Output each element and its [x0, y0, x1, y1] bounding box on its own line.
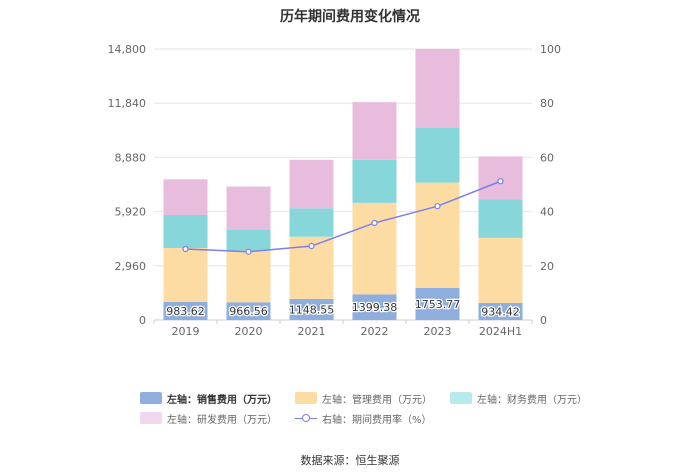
- bar-segment-rd: [163, 179, 208, 216]
- data-label-sales: 966.56: [229, 305, 268, 318]
- bar-segment-sales: [478, 302, 523, 320]
- legend-swatch-admin: [295, 392, 317, 404]
- legend-item-rd[interactable]: 左轴：研发费用（万元）: [140, 411, 277, 426]
- data-label-sales: 983.62: [166, 305, 205, 318]
- rate-point: [308, 242, 315, 250]
- bar-segment-rd: [289, 159, 334, 209]
- right-axis-tick-label: 80: [540, 97, 554, 110]
- legend-swatch-rd: [140, 412, 162, 424]
- legend-label-finance: 左轴：财务费用（万元）: [477, 394, 587, 406]
- bar-segment-finance: [415, 127, 460, 183]
- legend-label-admin: 左轴：管理费用（万元）: [322, 394, 432, 406]
- right-axis-tick-label: 40: [540, 206, 554, 219]
- chart-title: 历年期间费用变化情况: [280, 9, 420, 25]
- data-label-sales: 1753.77: [415, 298, 461, 311]
- left-axis-tick-label: 14,800: [108, 43, 147, 56]
- left-axis-tick-label: 0: [139, 314, 146, 327]
- x-axis-tick-label: 2020: [235, 325, 263, 338]
- rate-point: [182, 245, 189, 253]
- right-axis-tick-label: 100: [540, 43, 561, 56]
- legend: 左轴：销售费用（万元） 左轴：管理费用（万元） 左轴：财务费用（万元） 左轴：研…: [140, 388, 600, 428]
- bar-segment-sales: [352, 294, 397, 320]
- bar-segment-sales: [226, 302, 271, 320]
- bar-segment-finance: [226, 229, 271, 251]
- bar-segment-finance: [478, 199, 523, 238]
- left-axis-tick-label: 8,880: [115, 151, 147, 164]
- rate-point: [434, 203, 441, 210]
- bar-segment-rd: [478, 156, 523, 200]
- legend-item-rate[interactable]: 右轴：期间费用率（%）: [295, 411, 432, 426]
- data-label-sales: 1399.38: [352, 301, 398, 314]
- x-axis-tick-label: 2024H1: [479, 325, 522, 338]
- legend-label-rd: 左轴：研发费用（万元）: [167, 414, 277, 426]
- left-axis-tick-label: 2,960: [115, 260, 147, 273]
- legend-swatch-sales: [140, 392, 162, 404]
- bar-segment-finance: [163, 215, 208, 248]
- bar-segment-admin: [226, 250, 271, 303]
- right-axis-tick-label: 0: [540, 314, 547, 327]
- bar-segment-rd: [415, 48, 460, 128]
- legend-item-admin[interactable]: 左轴：管理费用（万元）: [295, 391, 432, 406]
- bar-segment-admin: [352, 202, 397, 295]
- rate-point: [371, 219, 378, 227]
- legend-item-finance[interactable]: 左轴：财务费用（万元）: [450, 391, 587, 406]
- x-axis-tick-label: 2023: [424, 325, 452, 338]
- x-axis-tick-label: 2022: [361, 325, 389, 338]
- bar-segment-sales: [289, 298, 334, 320]
- bar-segment-admin: [478, 237, 523, 303]
- rate-point: [245, 248, 252, 255]
- legend-line-rate-icon: [295, 412, 317, 424]
- bar-segment-admin: [415, 182, 460, 288]
- legend-item-sales[interactable]: 左轴：销售费用（万元）: [140, 391, 277, 406]
- rate-point: [497, 178, 504, 185]
- data-label-sales: 1148.55: [289, 303, 335, 316]
- right-axis-tick-label: 60: [540, 151, 554, 164]
- bar-segment-rd: [352, 102, 397, 160]
- legend-label-sales: 左轴：销售费用（万元）: [167, 394, 277, 406]
- bar-segment-admin: [163, 247, 208, 302]
- legend-swatch-finance: [450, 392, 472, 404]
- right-axis-tick-label: 20: [540, 260, 554, 273]
- bar-segment-rd: [226, 186, 271, 230]
- x-axis-tick-label: 2021: [298, 325, 326, 338]
- x-axis-tick-label: 2019: [172, 325, 200, 338]
- data-label-sales: 934.42: [481, 305, 520, 318]
- left-axis-tick-label: 5,920: [115, 206, 147, 219]
- left-axis-tick-label: 11,840: [108, 97, 147, 110]
- bar-segment-finance: [289, 208, 334, 237]
- data-source: 数据来源：恒生聚源: [300, 454, 400, 467]
- bar-segment-finance: [352, 159, 397, 203]
- bar-segment-sales: [415, 287, 460, 320]
- rate-line: [185, 180, 501, 253]
- bar-segment-sales: [163, 301, 208, 320]
- legend-label-rate: 右轴：期间费用率（%）: [322, 414, 432, 426]
